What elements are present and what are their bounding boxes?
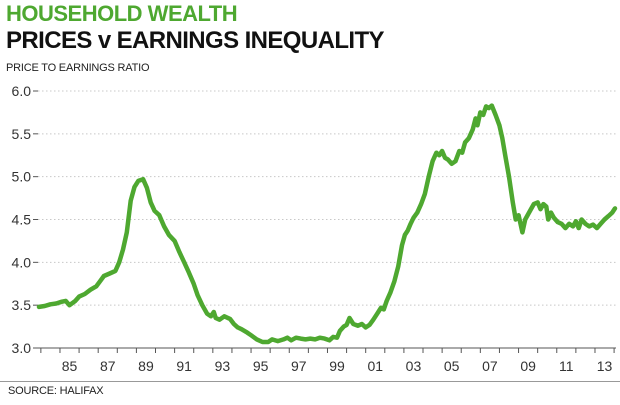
x-tick-label: 13 [597, 358, 613, 374]
series-line [36, 103, 618, 345]
x-tick-label: 93 [215, 358, 231, 374]
y-tick-label: 4.0 [12, 254, 32, 270]
chart-title: PRICES v EARNINGS INEQUALITY [6, 27, 385, 54]
y-tick-label: 6.0 [12, 83, 32, 99]
x-tick-label: 97 [291, 358, 307, 374]
x-tick-label: 85 [62, 358, 78, 374]
x-tick-label: 05 [444, 358, 460, 374]
source-divider [0, 381, 620, 382]
chart-kicker: HOUSEHOLD WEALTH [6, 1, 238, 26]
y-tick-label: 5.0 [12, 169, 32, 185]
source-note: SOURCE: HALIFAX [8, 385, 104, 397]
x-tick-label: 01 [367, 358, 383, 374]
series-layer [36, 103, 618, 345]
y-tick-label: 3.0 [12, 340, 32, 356]
y-axis-ticks: 3.0 3.5 4.0 4.5 5.0 5.5 6.0 [12, 83, 38, 356]
x-tick-label: 03 [406, 358, 422, 374]
y-tick-label: 3.5 [12, 297, 32, 313]
x-tick-label: 09 [520, 358, 536, 374]
y-axis-label: PRICE TO EARNINGS RATIO [6, 62, 150, 74]
x-tick-label: 87 [100, 358, 116, 374]
x-tick-label: 07 [482, 358, 498, 374]
x-tick-label: 95 [253, 358, 269, 374]
x-tick-label: 11 [559, 358, 574, 374]
x-tick-label: 89 [138, 358, 154, 374]
gridlines [38, 90, 616, 306]
y-tick-label: 5.5 [12, 126, 32, 142]
x-tick-label: 99 [329, 358, 345, 374]
x-axis: 85 87 89 91 93 95 97 99 01 03 05 07 09 11 13 [38, 347, 616, 374]
y-tick-label: 4.5 [12, 212, 32, 228]
x-tick-label: 91 [176, 358, 192, 374]
